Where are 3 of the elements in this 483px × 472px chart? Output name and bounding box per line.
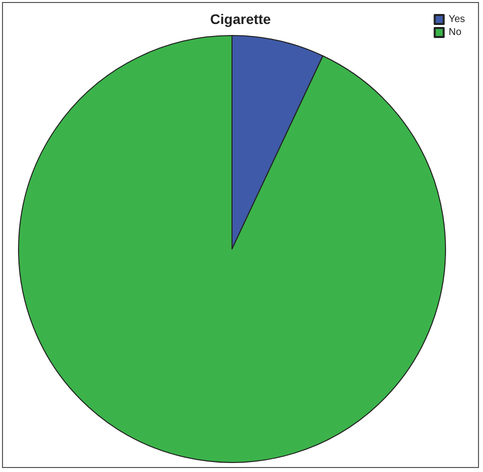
chart-title: Cigarette [210,11,272,27]
legend-label: No [448,27,462,38]
legend-label: Yes [448,14,466,25]
